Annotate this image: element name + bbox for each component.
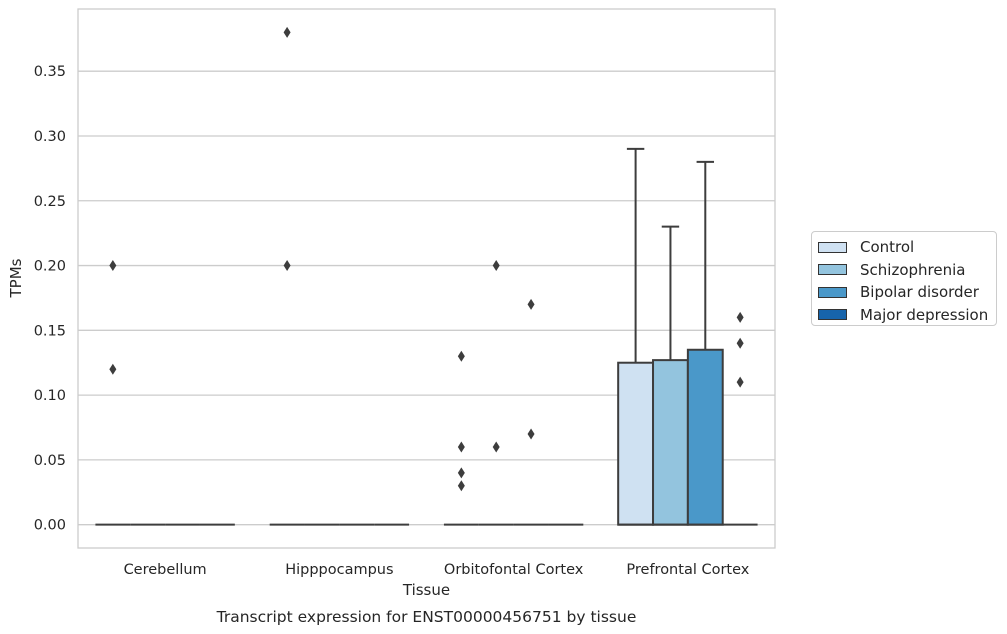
x-tick-labels: Cerebellum Hipppocampus Orbitofontal Corte… xyxy=(124,562,750,578)
outlier-point xyxy=(736,376,744,388)
legend-label: Control xyxy=(860,238,915,257)
legend-label: Bipolar disorder xyxy=(860,283,979,302)
outlier-point xyxy=(457,467,465,479)
outlier-point xyxy=(457,350,465,362)
legend-item: Bipolar disorder xyxy=(818,281,996,304)
legend-item: Control xyxy=(818,236,996,259)
legend-label: Major depression xyxy=(860,305,989,324)
box-plot-marks xyxy=(95,26,758,526)
outlier-point xyxy=(736,311,744,323)
legend-swatch xyxy=(818,264,847,276)
outlier-point xyxy=(492,260,500,272)
y-tick-label: 0.00 xyxy=(34,518,66,534)
y-tick-label: 0.05 xyxy=(34,453,66,469)
y-axis-label: TPMs xyxy=(7,258,25,298)
outlier-point xyxy=(457,480,465,492)
x-tick-label: Orbitofontal Cortex xyxy=(444,562,584,578)
outlier-point xyxy=(527,428,535,440)
legend-label: Schizophrenia xyxy=(860,260,966,279)
y-tick-label: 0.25 xyxy=(34,194,66,210)
legend-item: Major depression xyxy=(818,304,996,327)
box xyxy=(617,361,655,526)
outlier-point xyxy=(109,260,117,272)
legend-swatch xyxy=(818,241,847,253)
outlier-point xyxy=(457,441,465,453)
plot-frame xyxy=(77,8,776,549)
outlier-point xyxy=(736,337,744,349)
y-tick-label: 0.30 xyxy=(34,129,66,145)
legend-swatch xyxy=(818,309,847,321)
y-tick-label: 0.20 xyxy=(34,259,66,275)
y-tick-label: 0.35 xyxy=(34,64,66,80)
x-tick-label: Prefrontal Cortex xyxy=(626,562,749,578)
outlier-point xyxy=(492,441,500,453)
y-tick-label: 0.15 xyxy=(34,323,66,339)
outlier-point xyxy=(527,298,535,310)
chart-caption: Transcript expression for ENST0000045675… xyxy=(216,608,637,626)
x-tick-label: Hipppocampus xyxy=(285,562,393,578)
y-tick-label: 0.10 xyxy=(34,388,66,404)
legend: Control Schizophrenia Bipolar disorder Majo… xyxy=(811,231,997,326)
box xyxy=(686,348,724,526)
outlier-point xyxy=(283,26,291,38)
legend-swatch xyxy=(818,286,847,298)
outlier-point xyxy=(109,363,117,375)
y-tick-labels: 0.00 0.05 0.10 0.15 0.20 0.25 0.30 0.35 xyxy=(34,64,66,533)
x-axis-label: Tissue xyxy=(402,581,450,599)
box xyxy=(652,359,689,526)
x-tick-label: Cerebellum xyxy=(124,562,207,578)
outlier-point xyxy=(283,260,291,272)
legend-item: Schizophrenia xyxy=(818,259,996,282)
